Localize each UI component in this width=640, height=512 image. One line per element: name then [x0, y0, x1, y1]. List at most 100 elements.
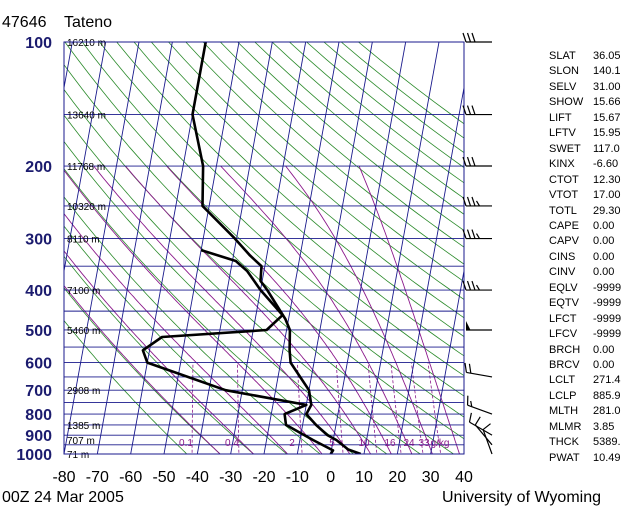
wind-barb — [482, 423, 493, 455]
pressure-tick-label: 400 — [25, 283, 52, 300]
isotherm-line — [163, 42, 240, 454]
index-row: LFTV 15.95 — [549, 127, 639, 142]
dry-adiabat-line — [64, 255, 255, 454]
moist-adiabat-line — [64, 284, 221, 454]
isotherm-line — [497, 42, 572, 454]
index-value: -9999 — [593, 312, 622, 325]
index-value: 15.95 — [593, 127, 621, 140]
moist-adiabat-line — [125, 165, 372, 454]
height-label: 7100 m — [67, 286, 100, 297]
time-label: 00Z 24 Mar 2005 — [2, 489, 124, 506]
dry-adiabat-line — [340, 42, 464, 139]
isotherm-line — [0, 42, 6, 454]
index-value: 117.0 — [593, 142, 620, 155]
wind-barb — [464, 362, 493, 378]
wind-barb — [462, 280, 492, 291]
index-row: LCLP 885.9 — [549, 390, 639, 405]
height-label: 707 m — [67, 436, 95, 447]
isotherm-line — [230, 42, 307, 454]
dry-adiabat-line — [202, 42, 464, 265]
temperature-profile-line — [191, 42, 362, 454]
index-value: 10.49 — [593, 451, 621, 464]
index-value: 281.0 — [593, 405, 621, 418]
dry-adiabat-line — [254, 42, 464, 215]
index-row: SHOW 15.66 — [549, 96, 639, 111]
mixing-ratio-line — [335, 362, 344, 454]
temperature-tick-label: -60 — [119, 469, 142, 486]
index-value: 17.00 — [593, 189, 621, 201]
temperature-tick-label: -40 — [186, 469, 209, 486]
height-label: 71 m — [67, 450, 89, 461]
index-name: SWET — [549, 142, 581, 155]
index-name: EQTV — [549, 297, 579, 310]
index-row: VTOT 17.00 — [549, 189, 639, 204]
index-name: CAPE — [549, 219, 579, 232]
index-value: 0.00 — [593, 343, 615, 356]
index-name: CINS — [549, 250, 576, 263]
temperature-tick-label: -50 — [152, 469, 175, 486]
isotherm-line — [396, 85, 464, 454]
dry-adiabat-line — [168, 42, 464, 300]
wind-barb — [462, 105, 492, 116]
index-name: MLMR — [549, 420, 582, 433]
temperature-tick-label: 10 — [355, 469, 373, 486]
index-name: PWAT — [549, 451, 580, 464]
wind-barb — [466, 395, 493, 415]
isotherm-line — [363, 42, 440, 454]
mixing-ratio-label: 5 — [329, 438, 335, 449]
wind-barb — [462, 32, 492, 43]
isotherm-line — [263, 42, 340, 454]
dry-adiabat-line — [220, 42, 464, 248]
dry-adiabat-line — [64, 42, 464, 418]
height-label: 11768 m — [67, 162, 105, 173]
index-name: SHOW — [549, 96, 584, 109]
temperature-tick-label: -80 — [52, 469, 75, 486]
index-row: BRCH 0.00 — [549, 344, 639, 359]
dry-adiabat-line — [64, 196, 321, 454]
index-row: LFCT -9999 — [549, 313, 639, 328]
index-row: SLON 140.1 — [549, 65, 639, 80]
index-name: LCLP — [549, 389, 577, 402]
mixing-ratio-label: 0.1 — [179, 438, 193, 449]
index-name: SLON — [549, 65, 579, 78]
dry-adiabat-line — [64, 140, 388, 454]
pressure-tick-label: 900 — [25, 428, 52, 445]
index-row: CINS 0.00 — [549, 251, 639, 266]
mixing-ratio-label: 0.4 — [225, 438, 239, 449]
index-name: LFCV — [549, 328, 578, 341]
index-row: THCK 5389. — [549, 436, 639, 451]
index-value: 29.30 — [593, 204, 621, 217]
height-label: 8110 m — [67, 235, 100, 246]
index-value: 271.4 — [593, 374, 621, 387]
dry-adiabat-line — [237, 42, 464, 231]
height-label: 16210 m — [67, 38, 106, 49]
moist-adiabat-line — [93, 165, 351, 454]
temperature-tick-label: 40 — [455, 469, 473, 486]
index-value: 0.00 — [593, 359, 615, 371]
index-value: 0.00 — [593, 219, 615, 232]
index-name: CTOT — [549, 173, 579, 186]
mixing-ratio-label: g/kg — [431, 438, 450, 449]
pressure-tick-label: 500 — [25, 323, 52, 340]
index-name: KINX — [549, 158, 575, 171]
pressure-tick-label: 100 — [25, 35, 52, 52]
height-label: 13640 m — [67, 111, 106, 122]
pressure-tick-label: 1000 — [16, 447, 52, 464]
height-label: 10320 m — [67, 202, 106, 213]
dewpoint-profile-line — [141, 248, 335, 454]
dry-adiabat-line — [64, 287, 221, 454]
dry-adiabat-line — [64, 319, 188, 454]
pressure-tick-label: 300 — [25, 232, 52, 249]
dry-adiabat-line — [150, 42, 464, 319]
index-value: 3.85 — [593, 420, 615, 433]
index-value: 0.00 — [593, 250, 615, 263]
moist-adiabat-line — [220, 165, 413, 454]
index-name: BRCH — [549, 343, 581, 356]
index-name: CAPV — [549, 235, 579, 248]
index-row: EQTV -9999 — [549, 297, 639, 312]
isotherm-line — [96, 42, 173, 454]
dry-adiabat-line — [116, 42, 464, 357]
wind-barb — [468, 412, 493, 436]
temperature-tick-label: -30 — [219, 469, 242, 486]
temperature-tick-label: -20 — [252, 469, 275, 486]
